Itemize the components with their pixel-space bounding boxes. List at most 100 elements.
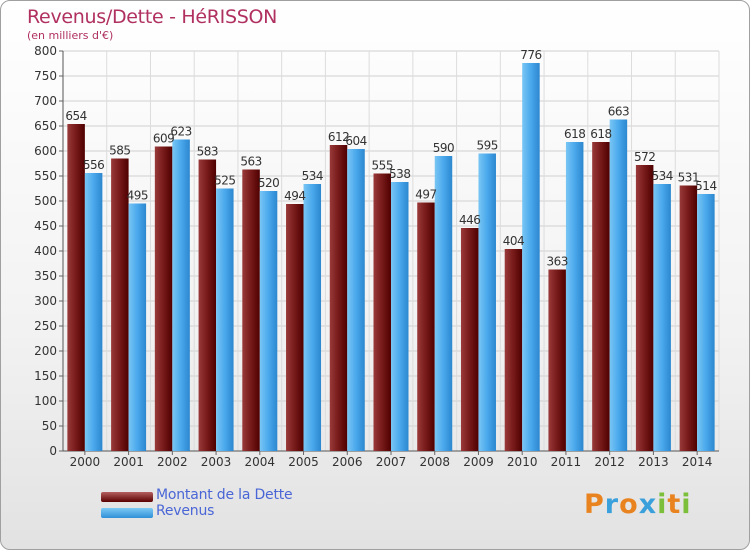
value-label-debt-2011: 363 — [546, 255, 567, 269]
xtick-label-2003: 2003 — [201, 455, 232, 469]
value-label-debt-2008: 497 — [415, 188, 436, 202]
bar-layer — [67, 63, 715, 451]
value-label-revenue-2003: 525 — [214, 174, 235, 188]
value-label-revenue-2012: 663 — [608, 105, 629, 119]
value-label-debt-2014: 531 — [678, 171, 699, 185]
bar-debt-2010 — [504, 249, 523, 451]
bar-revenue-2008 — [434, 156, 453, 451]
value-label-debt-2000: 654 — [65, 109, 86, 123]
ytick-label-150: 150 — [34, 369, 57, 383]
bar-debt-2008 — [417, 202, 435, 451]
bar-revenue-2002 — [172, 139, 190, 451]
xtick-label-2013: 2013 — [638, 455, 669, 469]
legend-label-revenue: Revenus — [156, 503, 215, 519]
bar-debt-2012 — [592, 142, 610, 451]
xtick-label-2000: 2000 — [70, 455, 101, 469]
bar-debt-2006 — [329, 145, 348, 451]
value-label-revenue-2000: 556 — [83, 158, 104, 172]
value-label-revenue-2010: 776 — [520, 48, 541, 62]
ytick-label-600: 600 — [34, 144, 57, 158]
value-label-revenue-2007: 538 — [389, 167, 410, 181]
bar-revenue-2010 — [522, 63, 540, 451]
bar-debt-2011 — [548, 269, 566, 451]
value-label-revenue-2014: 514 — [695, 179, 716, 193]
ytick-label-500: 500 — [34, 194, 57, 208]
value-label-debt-2010: 404 — [503, 234, 524, 248]
bar-revenue-2003 — [216, 188, 234, 451]
bar-revenue-2005 — [303, 184, 322, 451]
legend-swatch-revenue — [101, 508, 153, 518]
ytick-label-700: 700 — [34, 94, 57, 108]
bar-revenue-2001 — [128, 203, 147, 451]
ytick-label-200: 200 — [34, 344, 57, 358]
xtick-label-2006: 2006 — [332, 455, 363, 469]
xtick-label-2007: 2007 — [376, 455, 407, 469]
bar-revenue-2009 — [478, 153, 496, 451]
bar-debt-2005 — [286, 204, 304, 451]
value-label-debt-2007: 555 — [372, 159, 393, 173]
value-label-revenue-2001: 495 — [127, 189, 148, 203]
bar-debt-2007 — [373, 173, 391, 451]
ytick-label-250: 250 — [34, 319, 57, 333]
xtick-label-2002: 2002 — [157, 455, 188, 469]
legend-swatch-debt — [101, 492, 153, 502]
value-label-revenue-2005: 534 — [302, 169, 323, 183]
ytick-label-100: 100 — [34, 394, 57, 408]
ytick-label-400: 400 — [34, 244, 57, 258]
value-label-revenue-2002: 623 — [170, 125, 191, 139]
logo-letter: o — [619, 489, 639, 520]
chart-title: Revenus/Dette - HéRISSON — [27, 6, 278, 28]
bar-debt-2004 — [242, 169, 260, 451]
xtick-label-2010: 2010 — [507, 455, 538, 469]
logo-letter: x — [638, 489, 658, 520]
value-label-revenue-2009: 595 — [477, 139, 498, 153]
xtick-label-2014: 2014 — [682, 455, 713, 469]
xtick-label-2001: 2001 — [113, 455, 144, 469]
logo-letter: r — [604, 489, 620, 520]
ytick-label-350: 350 — [34, 269, 57, 283]
value-label-debt-2013: 572 — [634, 150, 655, 164]
bar-debt-2003 — [198, 159, 217, 451]
chart-subtitle: (en milliers d'€) — [27, 29, 114, 42]
xtick-label-2011: 2011 — [551, 455, 582, 469]
value-label-debt-2005: 494 — [284, 189, 305, 203]
logo-letter: P — [584, 489, 605, 520]
xtick-label-2009: 2009 — [463, 455, 494, 469]
value-label-revenue-2013: 534 — [651, 169, 672, 183]
value-label-debt-2009: 446 — [459, 213, 480, 227]
ytick-label-450: 450 — [34, 219, 57, 233]
xtick-label-2005: 2005 — [288, 455, 319, 469]
value-label-debt-2002: 609 — [153, 132, 174, 146]
logo-letter: i — [657, 489, 668, 520]
legend-label-debt: Montant de la Dette — [156, 487, 293, 503]
value-label-debt-2003: 583 — [197, 145, 218, 159]
ytick-label-0: 0 — [49, 444, 57, 458]
proxiti-logo: Proxiti — [584, 489, 692, 520]
value-label-debt-2006: 612 — [328, 130, 349, 144]
ytick-label-650: 650 — [34, 119, 57, 133]
logo-letter: i — [681, 489, 692, 520]
ytick-label-300: 300 — [34, 294, 57, 308]
bar-debt-2014 — [679, 185, 698, 451]
bar-revenue-2011 — [565, 142, 584, 451]
bar-revenue-2012 — [609, 119, 628, 451]
value-label-revenue-2008: 590 — [433, 141, 454, 155]
xtick-label-2004: 2004 — [245, 455, 276, 469]
bar-debt-2000 — [67, 124, 85, 451]
bar-debt-2009 — [460, 228, 479, 451]
ytick-label-550: 550 — [34, 169, 57, 183]
xtick-label-2012: 2012 — [594, 455, 625, 469]
bar-revenue-2000 — [84, 173, 103, 451]
ytick-label-750: 750 — [34, 69, 57, 83]
value-label-debt-2004: 563 — [240, 155, 261, 169]
bar-revenue-2004 — [259, 191, 278, 451]
bar-revenue-2007 — [391, 182, 409, 451]
value-label-debt-2001: 585 — [109, 144, 130, 158]
value-label-revenue-2011: 618 — [564, 127, 585, 141]
xtick-label-2008: 2008 — [419, 455, 450, 469]
value-label-revenue-2004: 520 — [258, 176, 279, 190]
value-label-revenue-2006: 604 — [345, 134, 366, 148]
logo-letter: t — [667, 489, 682, 520]
